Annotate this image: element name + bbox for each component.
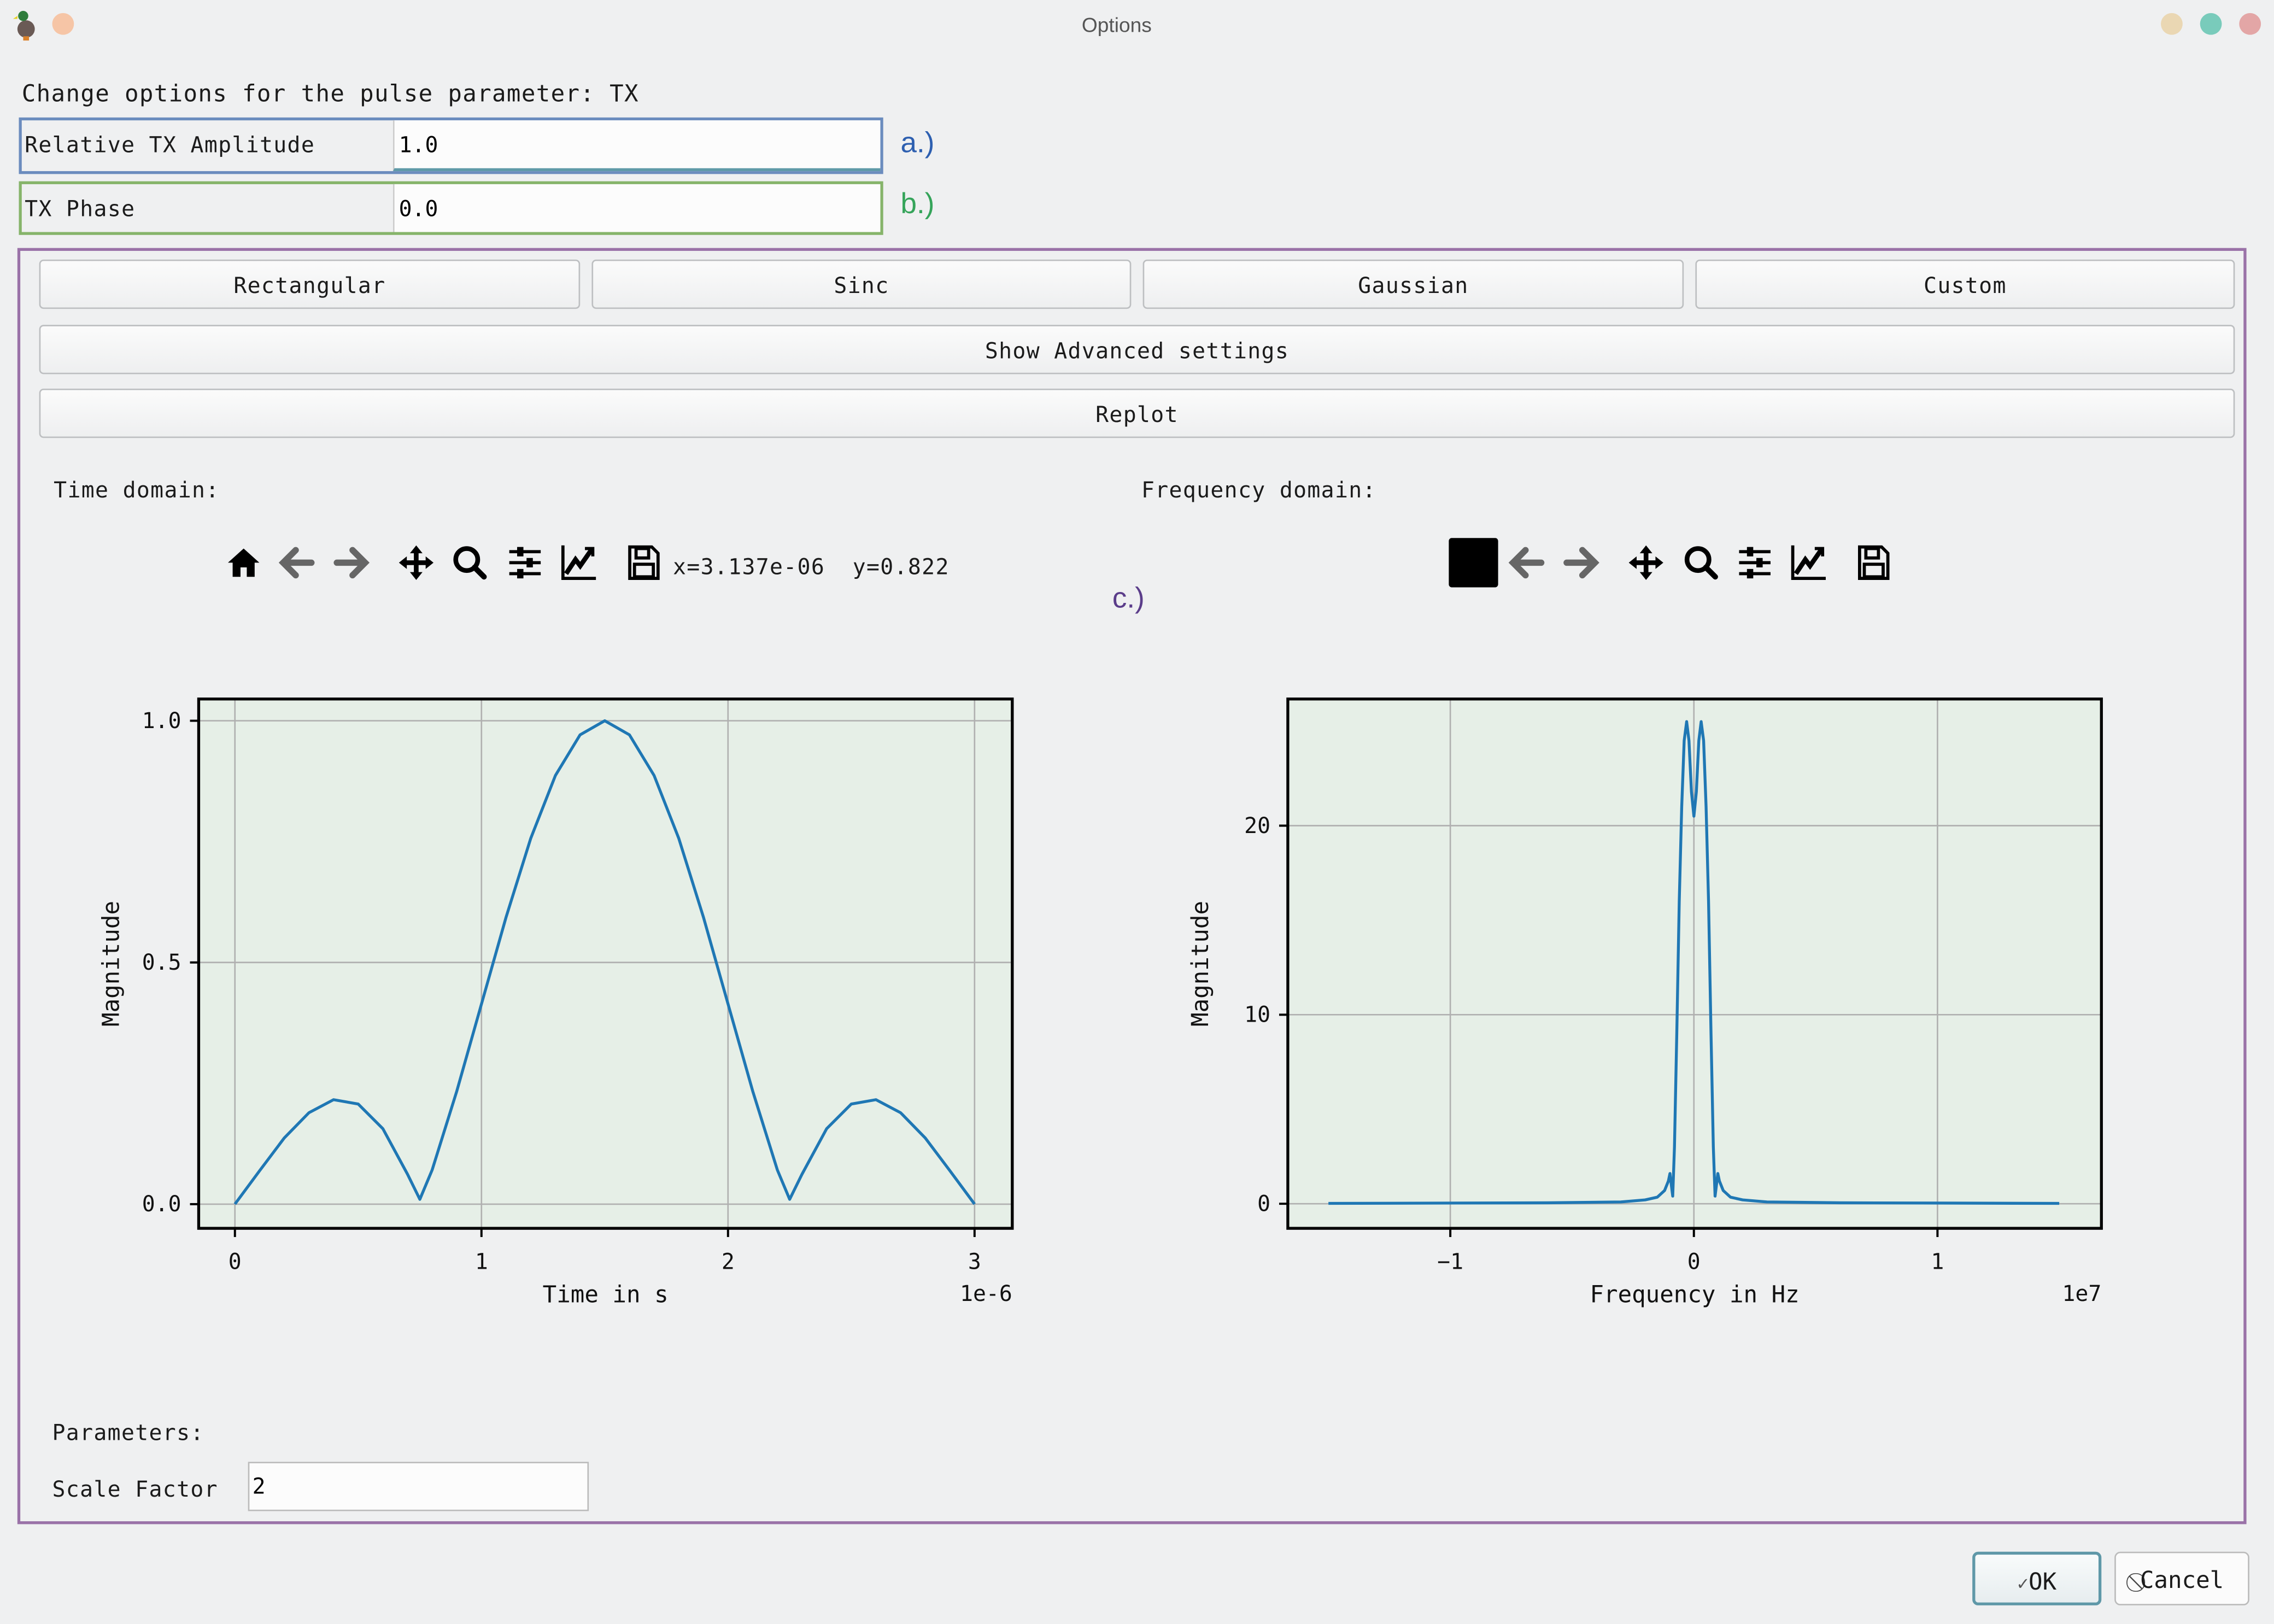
freq-series-line <box>1328 720 2060 1205</box>
gaussian-button[interactable]: Gaussian <box>1142 259 1684 309</box>
configure-subplots-icon[interactable] <box>1736 544 1774 582</box>
cursor-coordinates: x=3.137e-06 y=0.822 <box>673 554 950 581</box>
time-y-tick-label: 1.0 <box>142 708 181 734</box>
zoom-icon[interactable] <box>451 544 489 582</box>
rectangular-button[interactable]: Rectangular <box>39 259 581 309</box>
save-icon[interactable] <box>1855 544 1892 582</box>
freq-domain-label: Frequency domain: <box>1141 477 1376 503</box>
phase-label: TX Phase <box>25 196 136 222</box>
time-x-offset-label: 1e-6 <box>960 1281 1012 1306</box>
time-x-tick-label: 1 <box>475 1249 488 1274</box>
home-icon[interactable] <box>225 544 262 582</box>
freq-y-tick-label: 0 <box>1257 1191 1270 1216</box>
window-title: Options <box>1081 13 1152 37</box>
time-axes-frame <box>197 697 1014 1230</box>
minimize-button[interactable] <box>2161 13 2183 35</box>
time-x-tick-label: 0 <box>228 1249 242 1274</box>
save-icon[interactable] <box>625 544 663 582</box>
ok-label: OK <box>2029 1567 2057 1596</box>
freq-axes-frame <box>1286 697 2103 1230</box>
time-series-line <box>233 719 976 1205</box>
header-label: Change options for the pulse parameter: … <box>21 79 639 108</box>
maximize-button[interactable] <box>2200 13 2222 35</box>
freq-y-tick-label: 20 <box>1244 813 1270 839</box>
annotation-a: a.) <box>900 127 935 160</box>
time-x-tick-label: 2 <box>722 1249 735 1274</box>
zoom-icon[interactable] <box>1683 544 1720 582</box>
forward-icon[interactable] <box>1562 544 1599 582</box>
amplitude-label: Relative TX Amplitude <box>25 132 315 159</box>
time-y-tick-label: 0.0 <box>142 1192 181 1217</box>
phase-row: TX Phase <box>19 181 883 235</box>
cancel-label: Cancel <box>2140 1566 2224 1594</box>
amplitude-input[interactable] <box>392 120 881 172</box>
edit-axis-icon[interactable] <box>560 544 597 582</box>
freq-x-tick-label: −1 <box>1437 1249 1463 1274</box>
ok-button[interactable]: ✓OK <box>1972 1551 2102 1605</box>
configure-subplots-icon[interactable] <box>506 544 544 582</box>
replot-button[interactable]: Replot <box>39 389 2235 438</box>
pulse-shape-group <box>17 248 2247 1525</box>
scale-factor-input[interactable] <box>248 1462 589 1511</box>
freq-x-offset-label: 1e7 <box>2062 1281 2101 1306</box>
sinc-button[interactable]: Sinc <box>591 259 1132 309</box>
parameters-label: Parameters: <box>52 1420 204 1446</box>
phase-input[interactable] <box>392 184 881 232</box>
show-advanced-button[interactable]: Show Advanced settings <box>39 325 2235 374</box>
time-x-axis-label: Time in s <box>543 1281 669 1308</box>
freq-x-tick-label: 1 <box>1931 1249 1944 1274</box>
freq-x-tick-label: 0 <box>1687 1249 1701 1274</box>
freq-y-axis-label: Magnitude <box>1187 901 1214 1027</box>
amplitude-row: Relative TX Amplitude <box>19 117 883 174</box>
time-y-axis-label: Magnitude <box>98 901 125 1027</box>
cancel-button[interactable]: ⃠Cancel <box>2114 1551 2249 1605</box>
annotation-b: b.) <box>900 188 935 221</box>
window-menu-button[interactable] <box>52 13 74 35</box>
back-icon[interactable] <box>278 544 316 582</box>
annotation-c: c.) <box>1112 583 1145 615</box>
time-domain-label: Time domain: <box>54 477 220 503</box>
check-icon: ✓ <box>2017 1573 2029 1596</box>
close-button[interactable] <box>2239 13 2261 35</box>
duck-icon <box>11 9 38 41</box>
time-x-tick-label: 3 <box>968 1249 981 1274</box>
freq-x-axis-label: Frequency in Hz <box>1590 1281 1799 1308</box>
back-icon[interactable] <box>1508 544 1546 582</box>
time-plot-area <box>198 699 1012 1229</box>
pan-icon[interactable] <box>1627 544 1665 582</box>
home-icon[interactable] <box>1449 538 1498 588</box>
edit-axis-icon[interactable] <box>1790 544 1827 582</box>
freq-y-tick-label: 10 <box>1244 1002 1270 1028</box>
custom-button[interactable]: Custom <box>1695 259 2235 309</box>
time-y-tick-label: 0.5 <box>142 950 181 975</box>
forward-icon[interactable] <box>332 544 370 582</box>
pan-icon[interactable] <box>397 544 435 582</box>
scale-factor-label: Scale Factor <box>52 1476 218 1503</box>
freq-plot-area <box>1287 699 2102 1229</box>
